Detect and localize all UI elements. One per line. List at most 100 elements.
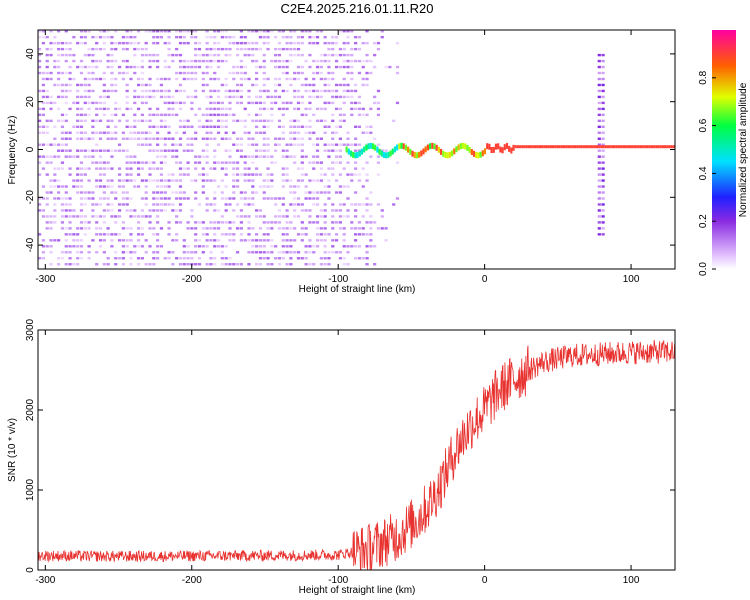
heatmap-cell — [106, 59, 110, 63]
heatmap-cell — [255, 41, 259, 45]
heatmap-cell — [601, 167, 605, 170]
signal-cell — [554, 145, 557, 149]
heatmap-cell — [53, 239, 57, 242]
heatmap-cell — [175, 30, 179, 33]
heatmap-cell — [148, 179, 152, 182]
heatmap-cell — [57, 185, 61, 188]
signal-cell — [604, 145, 607, 149]
heatmap-cell — [102, 221, 106, 224]
heatmap-cell — [79, 65, 84, 69]
heatmap-cell — [247, 41, 251, 45]
heatmap-cell — [38, 257, 42, 260]
heatmap-cell — [110, 191, 114, 194]
heatmap-cell — [315, 65, 320, 69]
heatmap-cell — [121, 113, 125, 117]
heatmap-cell — [597, 215, 601, 218]
heatmap-cell — [152, 137, 156, 140]
heatmap-cell — [289, 47, 293, 51]
heatmap-cell — [201, 77, 205, 81]
heatmap-cell — [369, 233, 373, 236]
heatmap-cell — [220, 35, 224, 39]
heatmap-cell — [45, 47, 49, 51]
snr-ylabel: SNR (10 * v/v) — [7, 418, 18, 482]
heatmap-cell — [361, 131, 365, 134]
heatmap-cell — [331, 113, 335, 117]
heatmap-cell — [255, 215, 259, 218]
signal-cell — [472, 150, 476, 157]
heatmap-cell — [163, 41, 167, 45]
heatmap-cell — [296, 119, 301, 123]
signal-cell — [459, 143, 462, 150]
heatmap-cell — [125, 239, 129, 242]
heatmap-cell — [213, 161, 217, 164]
heatmap-cell — [296, 89, 301, 93]
heatmap-cell — [190, 125, 194, 128]
signal-cell — [510, 147, 513, 154]
heatmap-cell — [72, 239, 76, 242]
heatmap-cell — [144, 185, 148, 188]
signal-cell — [587, 145, 590, 149]
heatmap-cell — [376, 203, 381, 206]
heatmap-cell — [277, 209, 282, 212]
heatmap-cell — [239, 41, 243, 45]
heatmap-cell — [373, 53, 377, 57]
heatmap-cell — [110, 185, 114, 188]
heatmap-cell — [293, 107, 297, 111]
heatmap-cell — [334, 125, 339, 128]
heatmap-cell — [194, 251, 198, 254]
heatmap-cell — [350, 89, 354, 93]
heatmap-cell — [289, 227, 293, 230]
heatmap-cell — [152, 89, 156, 93]
heatmap-cell — [597, 125, 601, 128]
heatmap-cell — [331, 227, 335, 230]
heatmap-cell — [95, 107, 99, 111]
heatmap-cell — [293, 30, 297, 33]
heatmap-cell — [182, 41, 186, 45]
signal-cell — [347, 148, 350, 155]
heatmap-cell — [163, 257, 167, 260]
heatmap-cell — [304, 83, 308, 87]
y-tick-label: -40 — [25, 237, 36, 252]
heatmap-cell — [597, 203, 601, 206]
heatmap-cell — [354, 161, 358, 164]
heatmap-cell — [197, 47, 202, 51]
heatmap-cell — [247, 143, 251, 146]
heatmap-cell — [60, 89, 65, 93]
heatmap-cells — [38, 30, 675, 266]
heatmap-cell — [281, 197, 285, 200]
heatmap-cell — [64, 155, 68, 158]
heatmap-cell — [323, 173, 327, 176]
heatmap-cell — [334, 191, 339, 194]
heatmap-cell — [255, 191, 259, 194]
heatmap-cell — [327, 71, 331, 75]
heatmap-cell — [597, 209, 601, 212]
heatmap-cell — [323, 227, 327, 230]
heatmap-cell — [300, 83, 304, 87]
heatmap-cell — [201, 173, 205, 176]
heatmap-cell — [53, 215, 57, 218]
heatmap-cell — [354, 41, 358, 45]
heatmap-cell — [76, 95, 80, 99]
heatmap-cell — [144, 137, 148, 140]
heatmap-cell — [106, 107, 110, 111]
heatmap-cell — [334, 107, 339, 111]
heatmap-cell — [53, 221, 57, 224]
heatmap-cell — [121, 137, 125, 140]
signal-cell — [580, 145, 583, 149]
heatmap-cell — [346, 30, 350, 33]
signal-cell — [595, 145, 599, 149]
heatmap-cell — [159, 209, 164, 212]
heatmap-cell — [152, 95, 156, 99]
heatmap-cell — [232, 131, 236, 134]
heatmap-cell — [38, 209, 42, 212]
heatmap-cell — [102, 30, 106, 33]
signal-cell — [442, 150, 445, 157]
heatmap-cell — [83, 53, 87, 57]
heatmap-cell — [186, 263, 190, 266]
heatmap-cell — [365, 209, 369, 212]
heatmap-cell — [125, 89, 129, 93]
signal-cell — [584, 145, 588, 149]
heatmap-cell — [296, 185, 301, 188]
heatmap-cell — [114, 221, 118, 224]
